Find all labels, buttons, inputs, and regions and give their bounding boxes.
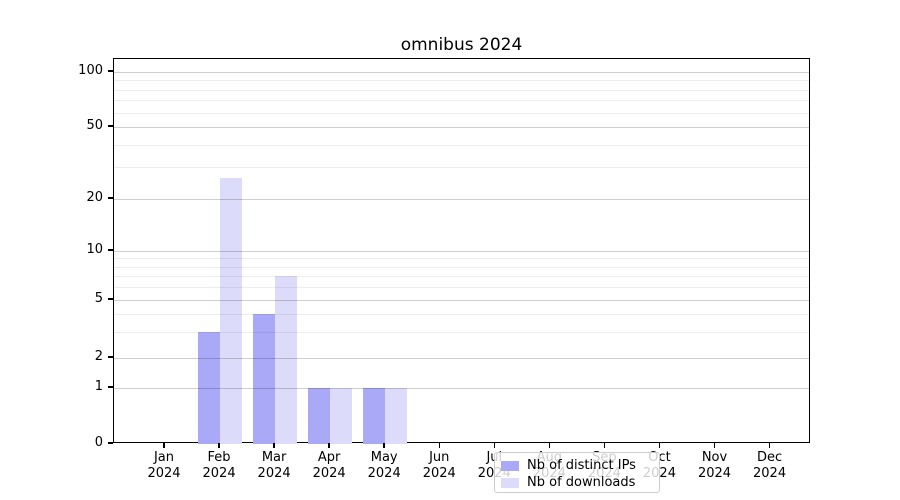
minor-gridline-9 bbox=[114, 258, 809, 260]
x-tick-year: 2024 bbox=[422, 466, 456, 481]
bar-nb-of-distinct-ips-may bbox=[363, 388, 386, 444]
x-tick-month: Nov bbox=[701, 450, 728, 465]
minor-gridline-70 bbox=[114, 100, 809, 102]
minor-gridline-7 bbox=[114, 276, 809, 278]
y-tick-label-20: 20 bbox=[86, 190, 103, 205]
legend-label-downloads: Nb of downloads bbox=[527, 475, 636, 490]
minor-gridline-8 bbox=[114, 266, 809, 268]
minor-gridline-80 bbox=[114, 89, 809, 91]
x-tick-year: 2024 bbox=[312, 466, 346, 481]
x-tick-mark-apr bbox=[328, 443, 330, 448]
minor-gridline-3 bbox=[114, 332, 809, 334]
x-tick-year: 2024 bbox=[753, 466, 787, 481]
major-gridline-20 bbox=[114, 199, 809, 200]
legend-item-distinct-ips: Nb of distinct IPs bbox=[501, 457, 653, 474]
bar-nb-of-distinct-ips-mar bbox=[253, 314, 276, 444]
x-tick-mark-oct bbox=[658, 443, 661, 448]
x-tick-mark-jun bbox=[438, 443, 440, 448]
x-tick-year: 2024 bbox=[697, 466, 732, 481]
y-tick-mark-1 bbox=[108, 386, 113, 388]
y-tick-label-1: 1 bbox=[94, 379, 103, 394]
bar-nb-of-downloads-may bbox=[385, 388, 408, 444]
x-tick-label-may: May 2024 bbox=[356, 450, 412, 482]
x-tick-mark-jan bbox=[163, 443, 165, 448]
x-tick-year: 2024 bbox=[147, 466, 181, 481]
bar-nb-of-downloads-mar bbox=[275, 276, 298, 444]
x-tick-label-dec: Dec 2024 bbox=[742, 450, 798, 482]
x-tick-label-nov: Nov 2024 bbox=[687, 450, 743, 482]
x-tick-month: Feb bbox=[207, 450, 231, 465]
bar-nb-of-distinct-ips-feb bbox=[198, 332, 221, 444]
y-tick-label-0: 0 bbox=[94, 435, 103, 450]
x-tick-month: Apr bbox=[317, 450, 341, 465]
minor-gridline-90 bbox=[114, 80, 809, 82]
y-tick-mark-50 bbox=[108, 125, 113, 127]
major-gridline-5 bbox=[114, 300, 809, 301]
x-tick-mark-aug bbox=[548, 443, 551, 448]
y-tick-mark-2 bbox=[108, 356, 113, 358]
legend-label-distinct-ips: Nb of distinct IPs bbox=[527, 458, 636, 473]
x-tick-month: Jun bbox=[429, 450, 450, 465]
x-tick-year: 2024 bbox=[202, 466, 236, 481]
x-tick-mark-mar bbox=[273, 443, 275, 448]
x-tick-mark-feb bbox=[218, 443, 220, 448]
y-tick-mark-0 bbox=[108, 442, 113, 444]
x-tick-label-apr: Apr 2024 bbox=[301, 450, 357, 482]
y-tick-mark-20 bbox=[108, 197, 113, 199]
x-tick-month: Mar bbox=[261, 450, 287, 465]
major-gridline-50 bbox=[114, 127, 809, 128]
legend: Nb of distinct IPs Nb of downloads bbox=[494, 452, 660, 493]
minor-gridline-30 bbox=[114, 167, 809, 169]
major-gridline-1 bbox=[114, 388, 809, 389]
legend-swatch-distinct-ips-icon bbox=[501, 460, 519, 471]
y-tick-label-5: 5 bbox=[94, 291, 103, 306]
legend-swatch-downloads-icon bbox=[501, 477, 519, 488]
y-tick-mark-5 bbox=[108, 298, 113, 300]
x-tick-label-mar: Mar 2024 bbox=[246, 450, 302, 482]
bar-nb-of-downloads-apr bbox=[330, 388, 353, 444]
x-tick-month: Dec bbox=[756, 450, 783, 465]
x-tick-year: 2024 bbox=[367, 466, 401, 481]
y-tick-label-50: 50 bbox=[86, 118, 103, 133]
x-tick-month: May bbox=[370, 450, 398, 465]
minor-gridline-6 bbox=[114, 287, 809, 289]
x-tick-mark-may bbox=[383, 443, 385, 448]
x-tick-month: Jan bbox=[153, 450, 175, 465]
grid-layer bbox=[114, 59, 809, 442]
bar-nb-of-downloads-feb bbox=[220, 178, 243, 444]
y-tick-mark-10 bbox=[108, 249, 113, 251]
x-tick-mark-nov bbox=[713, 443, 716, 448]
x-tick-mark-jul bbox=[493, 443, 496, 448]
x-tick-year: 2024 bbox=[257, 466, 291, 481]
y-tick-label-100: 100 bbox=[78, 63, 103, 78]
y-tick-mark-100 bbox=[108, 70, 113, 72]
bar-nb-of-distinct-ips-apr bbox=[308, 388, 331, 444]
x-tick-label-feb: Feb 2024 bbox=[191, 450, 247, 482]
major-gridline-10 bbox=[114, 251, 809, 252]
x-tick-label-jun: Jun 2024 bbox=[411, 450, 467, 482]
minor-gridline-40 bbox=[114, 144, 809, 146]
y-tick-label-2: 2 bbox=[94, 349, 103, 364]
major-gridline-2 bbox=[114, 358, 809, 359]
x-tick-mark-dec bbox=[768, 443, 771, 448]
chart-title: omnibus 2024 bbox=[400, 35, 523, 55]
x-tick-mark-sep bbox=[603, 443, 606, 448]
legend-item-downloads: Nb of downloads bbox=[501, 474, 653, 491]
minor-gridline-60 bbox=[114, 112, 809, 114]
y-tick-label-10: 10 bbox=[86, 242, 103, 257]
bars-layer bbox=[114, 59, 809, 444]
minor-gridline-4 bbox=[114, 314, 809, 316]
plot-area: Nb of distinct IPs Nb of downloads bbox=[113, 58, 810, 493]
x-tick-label-jan: Jan 2024 bbox=[136, 450, 192, 482]
major-gridline-100 bbox=[114, 72, 809, 73]
